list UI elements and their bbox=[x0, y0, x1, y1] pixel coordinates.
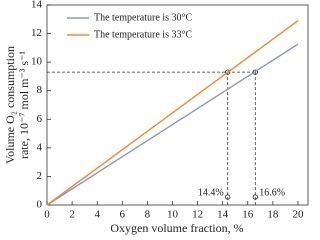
x-tick-label: 20 bbox=[292, 209, 304, 221]
y-tick-label: 2 bbox=[37, 170, 43, 182]
y-axis-label: Volume O₂ consumption bbox=[3, 46, 17, 164]
x-tick-label: 4 bbox=[94, 209, 100, 221]
x-axis-label: Oxygen volume fraction, % bbox=[110, 221, 243, 235]
x-tick-label: 6 bbox=[120, 209, 126, 221]
marker-foot bbox=[252, 194, 258, 200]
x-tick-label: 18 bbox=[267, 209, 279, 221]
x-tick-label: 0 bbox=[44, 209, 50, 221]
chart: Oxygen volume fraction, % Volume O₂ cons… bbox=[3, 0, 309, 235]
series-line bbox=[46, 43, 299, 206]
y-tick-label: 0 bbox=[37, 199, 43, 211]
x-tick-label: 12 bbox=[192, 209, 203, 221]
y-axis-label: rate, 10⁻⁷ mol m⁻³ s⁻¹ bbox=[17, 51, 31, 159]
legend-label: The temperature is 30°C bbox=[94, 12, 192, 23]
plot-frame bbox=[46, 4, 309, 206]
marker-label: 16.6% bbox=[259, 187, 285, 198]
marker-point bbox=[225, 69, 231, 75]
y-tick-label: 14 bbox=[31, 0, 43, 11]
x-tick-label: 16 bbox=[242, 209, 254, 221]
y-tick-label: 4 bbox=[37, 141, 43, 153]
marker-foot bbox=[225, 194, 231, 200]
x-tick-label: 2 bbox=[69, 209, 75, 221]
x-tick-label: 10 bbox=[167, 209, 179, 221]
y-tick-label: 10 bbox=[31, 56, 43, 68]
y-tick-label: 12 bbox=[31, 27, 42, 39]
series-line bbox=[46, 20, 299, 206]
x-tick-label: 14 bbox=[217, 209, 229, 221]
x-tick-label: 8 bbox=[145, 209, 151, 221]
y-tick-label: 6 bbox=[37, 113, 43, 125]
legend-label: The temperature is 33°C bbox=[94, 29, 192, 40]
marker-label: 14.4% bbox=[198, 187, 224, 198]
y-tick-label: 8 bbox=[37, 84, 43, 96]
